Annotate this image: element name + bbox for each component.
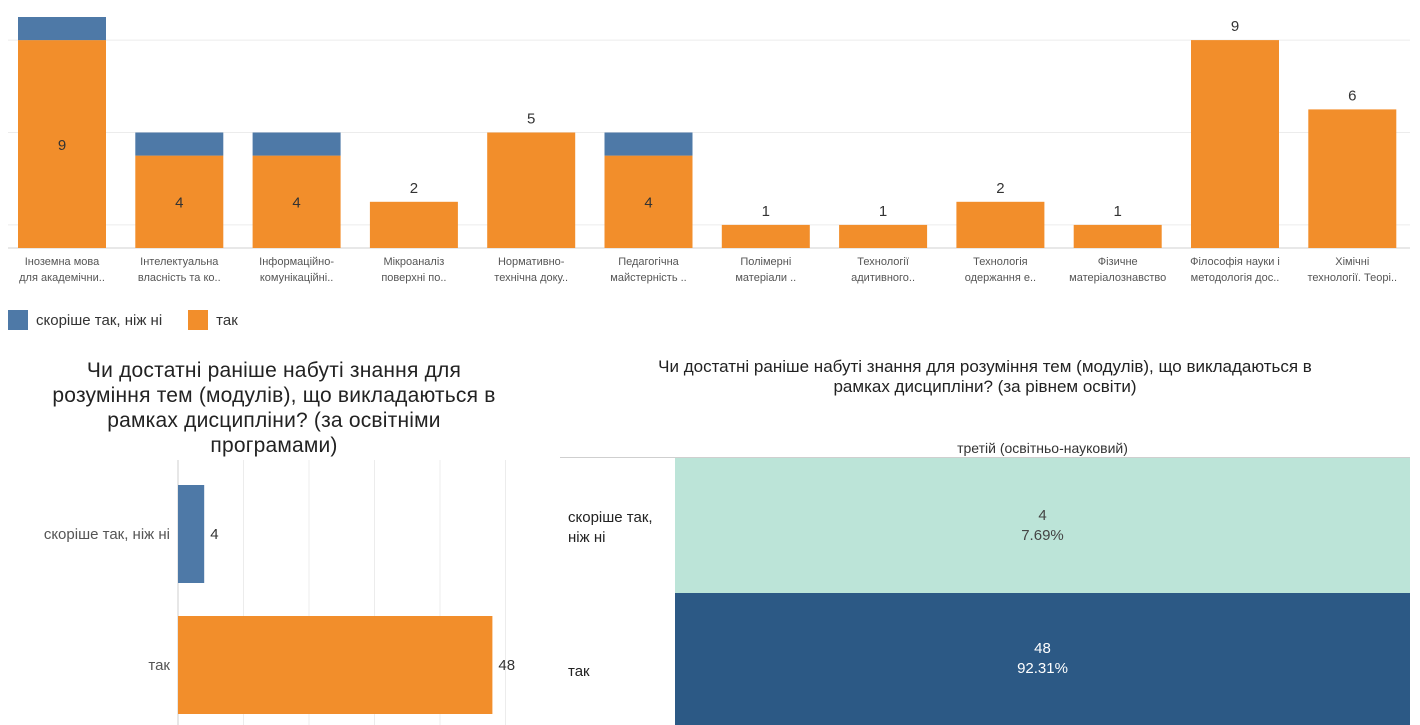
- right-title-line: Чи достатні раніше набуті знання для роз…: [658, 357, 1312, 376]
- category-label: так: [148, 657, 170, 674]
- tick-label: Інтелектуальна: [140, 256, 219, 268]
- left-chart-title: Чи достатні раніше набуті знання для роз…: [0, 358, 548, 458]
- bar-segment-tak[interactable]: [1191, 40, 1279, 248]
- tick-label: Педагогічна: [618, 256, 679, 268]
- heatmap-cell[interactable]: 4 7.69%: [675, 458, 1410, 593]
- data-label: 5: [527, 111, 535, 128]
- chart-legend: скоріше так, ніж ні так: [8, 310, 264, 330]
- tick-label: Технологія: [973, 256, 1028, 268]
- bar[interactable]: [178, 616, 493, 714]
- bar-segment-tak[interactable]: [252, 155, 341, 248]
- legend-swatch-orange: [188, 310, 209, 330]
- right-chart-title: Чи достатні раніше набуті знання для роз…: [560, 357, 1410, 397]
- heatmap-cell-percent: 7.69%: [1021, 526, 1064, 544]
- left-title-line: рамках дисципліни? (за освітніми: [107, 409, 441, 432]
- tick-label: Полімерні: [740, 256, 791, 268]
- heatmap-cell-percent: 92.31%: [1017, 660, 1068, 677]
- bar-segment-skorishe[interactable]: [135, 132, 224, 156]
- left-title-line: розуміння тем (модулів), що викладаються…: [52, 384, 496, 407]
- heatmap-cell[interactable]: 48 92.31%: [675, 593, 1410, 725]
- data-label: 2: [996, 180, 1004, 197]
- data-label: 9: [1231, 18, 1239, 35]
- data-label: 4: [292, 195, 300, 212]
- data-label: 48: [498, 657, 515, 674]
- heatmap-cell-count: 4: [1038, 506, 1047, 524]
- bar-segment-skorishe[interactable]: [604, 132, 693, 156]
- top-stacked-bar-chart: 9 Іноземна мова для академічни.. 4 Інтелекту…: [8, 17, 1410, 284]
- legend-item-blue[interactable]: скоріше так, ніж ні: [8, 310, 162, 330]
- data-label: 4: [175, 195, 183, 212]
- tick-label: Хімічні: [1335, 256, 1369, 268]
- bar-segment-tak[interactable]: [135, 155, 224, 248]
- left-title-line: програмами): [210, 434, 338, 457]
- bar-segment-skorishe[interactable]: [18, 17, 106, 41]
- tick-label: одержання е..: [965, 272, 1036, 284]
- tick-label: для академічни..: [19, 272, 105, 284]
- data-label: 1: [879, 203, 887, 220]
- data-label: 4: [210, 526, 218, 543]
- legend-label-orange: так: [216, 311, 238, 329]
- left-title-line: Чи достатні раніше набуті знання для: [86, 359, 462, 382]
- data-label: 1: [762, 203, 770, 220]
- tick-label: Технології: [857, 256, 909, 268]
- tick-label: комунікаційні..: [260, 272, 333, 284]
- data-label: 4: [644, 195, 652, 212]
- tick-label: технології. Теорі..: [1308, 272, 1398, 284]
- bar-segment-tak[interactable]: [369, 201, 458, 248]
- legend-label-blue: скоріше так, ніж ні: [36, 311, 163, 329]
- tick-label: Інформаційно-: [259, 256, 334, 268]
- heatmap-row-label: скоріше так, ніж ні: [568, 508, 678, 548]
- tick-label: матеріалознавство: [1069, 272, 1166, 284]
- data-label: 1: [1114, 203, 1122, 220]
- bar-segment-tak[interactable]: [1073, 224, 1162, 248]
- bar-segment-skorishe[interactable]: [252, 132, 341, 156]
- tick-label: Нормативно-: [498, 256, 565, 268]
- tick-label: Мікроаналіз: [383, 256, 444, 268]
- tick-label: технічна доку..: [494, 272, 568, 284]
- heatmap-row-label-line: скоріше так,: [568, 509, 653, 526]
- bar-segment-tak[interactable]: [839, 224, 928, 248]
- tick-label: методологія дос..: [1191, 272, 1280, 284]
- bar-segment-tak[interactable]: [604, 155, 693, 248]
- data-label: 2: [410, 180, 418, 197]
- heatmap-header-divider: [560, 457, 1410, 458]
- tick-label: власність та ко..: [138, 272, 221, 284]
- tick-label: поверхні по..: [381, 272, 446, 284]
- tick-label: адитивного..: [851, 272, 915, 284]
- left-horizontal-bar-chart: скоріше так, ніж ні 4 так 48: [44, 460, 515, 725]
- category-label: скоріше так, ніж ні: [44, 526, 170, 543]
- bar-segment-tak[interactable]: [18, 40, 106, 248]
- bar-segment-tak[interactable]: [1308, 109, 1397, 249]
- legend-item-orange[interactable]: так: [188, 310, 238, 330]
- bar-segment-tak[interactable]: [956, 201, 1045, 248]
- heatmap-row-label-line: так: [568, 663, 590, 680]
- heatmap-row-label: так: [568, 662, 678, 682]
- bar[interactable]: [178, 485, 205, 583]
- bar-segment-tak[interactable]: [721, 224, 810, 248]
- heatmap-column-header: третій (освітньо-науковий): [957, 440, 1128, 456]
- right-title-line: рамках дисципліни? (за рівнем освіти): [833, 377, 1137, 396]
- data-label: 6: [1348, 87, 1356, 104]
- tick-label: Філософія науки і: [1190, 256, 1280, 268]
- tick-label: майстерність ..: [610, 272, 686, 284]
- data-label: 9: [58, 137, 66, 154]
- heatmap-cell-count: 48: [1034, 640, 1051, 657]
- tick-label: Іноземна мова: [25, 256, 100, 268]
- tick-label: матеріали ..: [735, 272, 796, 284]
- legend-swatch-blue: [8, 310, 28, 330]
- heatmap-row-label-line: ніж ні: [568, 529, 606, 546]
- tick-label: Фізичне: [1098, 256, 1138, 268]
- bar-segment-tak[interactable]: [487, 132, 576, 249]
